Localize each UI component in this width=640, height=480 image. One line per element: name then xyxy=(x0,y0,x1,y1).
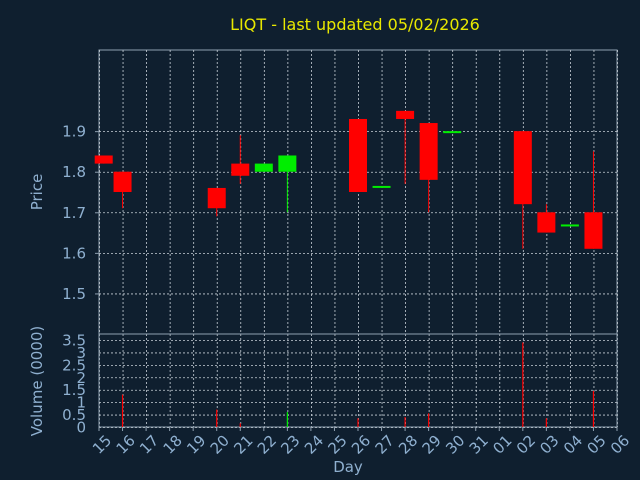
chart-title: LIQT - last updated 05/02/2026 xyxy=(230,15,480,34)
candle-body xyxy=(560,224,579,227)
candle-body xyxy=(231,163,250,176)
volume-tick-label: 3 xyxy=(76,344,86,362)
volume-tick-label: 1.5 xyxy=(62,381,86,399)
volume-tick-label: 0.5 xyxy=(62,406,86,424)
candle-body xyxy=(443,131,462,134)
candle-body xyxy=(207,187,226,209)
volume-tick-label: 0 xyxy=(76,419,86,437)
candle-body xyxy=(396,110,415,119)
candle-body xyxy=(94,155,113,164)
candle-body xyxy=(113,171,132,192)
candle-body xyxy=(372,185,391,188)
candle-body xyxy=(254,163,273,172)
price-tick-label: 1.5 xyxy=(62,285,86,303)
price-panel: 1.5 1.6 1.7 1.8 1.9 xyxy=(62,49,618,427)
candle-body xyxy=(584,212,603,249)
price-tick-label: 1.7 xyxy=(62,204,86,222)
price-tick-label: 1.6 xyxy=(62,244,86,262)
volume-tick-label: 2.5 xyxy=(62,356,86,374)
candle-body xyxy=(513,131,532,205)
candle-body xyxy=(537,212,556,233)
price-axis-label: Price xyxy=(28,174,46,211)
candle-body xyxy=(278,155,297,172)
price-tick-label: 1.8 xyxy=(62,163,86,181)
candle-body xyxy=(349,118,367,192)
candle-body xyxy=(419,123,438,180)
price-tick-label: 1.9 xyxy=(62,123,86,141)
volume-tick-label: 3.5 xyxy=(62,332,86,350)
volume-tick-label: 1 xyxy=(76,394,86,412)
volume-axis-label: Volume (0000) xyxy=(28,326,46,436)
volume-tick-label: 2 xyxy=(76,369,86,387)
x-axis-label: Day xyxy=(333,458,363,476)
